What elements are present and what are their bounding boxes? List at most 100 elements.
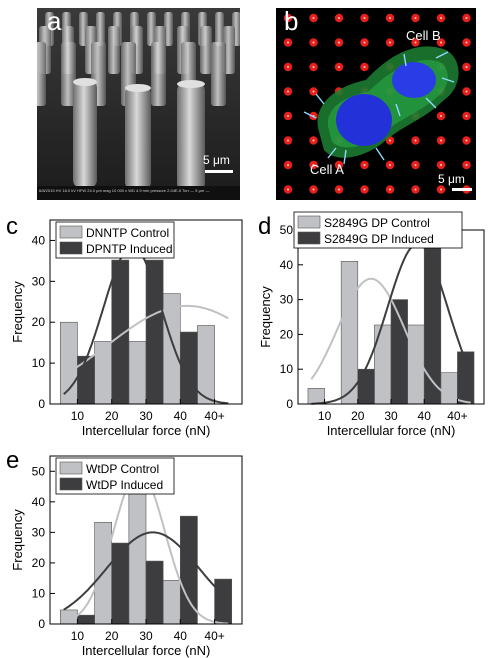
force-arrow — [327, 147, 337, 159]
bar-control — [374, 324, 392, 405]
x-tick-label: 40 — [174, 409, 188, 423]
bar-control — [128, 341, 147, 405]
x-tick-label: 40 — [174, 629, 188, 643]
pillar-dot-center — [440, 164, 442, 166]
pillar-dot-center — [287, 41, 289, 44]
fit-curve — [311, 242, 472, 405]
x-tick-label: 40+ — [204, 409, 224, 423]
bar-control — [307, 388, 325, 405]
force-arrow — [315, 93, 325, 105]
pillar-dot-center — [389, 139, 391, 142]
panel-a-info-bar: 6/8/2015 HV 18.0 kV HFW 24.0 μm mag 10 0… — [39, 188, 210, 193]
panel-a-scale-bar — [205, 170, 233, 173]
force-arrow — [395, 103, 401, 117]
panel-a-letter: a — [47, 8, 62, 36]
legend-label: WtDP Control — [86, 462, 159, 476]
panel-a-sem-image: a 5 μm 6/8/2015 HV 18.0 kV HFW 24.0 μm m… — [37, 8, 240, 200]
pillar-dot-center — [440, 17, 442, 19]
legend-label: S2849G DP Control — [324, 216, 430, 230]
y-tick-label: 10 — [32, 356, 46, 370]
sem-pillar — [108, 26, 120, 74]
force-arrow — [403, 53, 407, 67]
x-tick-label: 10 — [318, 409, 332, 423]
pillar-dot-center — [465, 90, 468, 93]
fluorescence-canvas — [283, 13, 471, 194]
pillar-dot-center — [287, 66, 289, 68]
legend-swatch — [59, 477, 83, 491]
legend-label: DNNTP Control — [86, 226, 169, 240]
panel-letter: c — [6, 213, 18, 240]
panel-letter: e — [6, 448, 19, 474]
x-tick-label: 40+ — [447, 409, 467, 423]
panel-b-fluorescence-image: b Cell B Cell A 5 μm — [276, 8, 476, 200]
x-axis-label: Intercellular force (nN) — [82, 643, 211, 658]
y-tick-label: 40 — [32, 495, 46, 509]
pillar-dot-center — [414, 188, 417, 191]
pillar-dot-center — [389, 188, 391, 191]
pillar-dot-center — [312, 139, 315, 142]
sem-pillar — [147, 12, 156, 46]
pillar-rows — [37, 12, 240, 106]
sem-pillar — [96, 12, 105, 46]
nucleus-cell-b — [392, 62, 436, 98]
y-tick-label: 20 — [32, 315, 46, 329]
force-arrow — [435, 51, 449, 59]
legend-swatch — [59, 461, 83, 475]
pillar-dot-center — [389, 41, 391, 44]
y-tick-label: 0 — [38, 617, 45, 631]
cell-a-label: Cell A — [310, 162, 344, 177]
pillar-dot-center — [465, 41, 468, 44]
bar-induced — [357, 368, 375, 405]
pillar-dot-center — [287, 115, 289, 117]
pillar-dot-center — [363, 188, 366, 191]
pillar-dot-center — [312, 188, 315, 191]
pillar-dot-center — [465, 115, 468, 117]
y-tick-label: 40 — [280, 258, 294, 272]
x-tick-label: 30 — [139, 409, 153, 423]
y-tick-label: 10 — [280, 362, 294, 376]
bar-induced — [145, 560, 164, 625]
bar-control — [162, 580, 181, 625]
bar-induced — [77, 355, 95, 405]
sem-pillar — [164, 12, 173, 46]
x-axis-label: Intercellular force (nN) — [82, 423, 211, 438]
force-arrow — [303, 111, 317, 119]
pillar-dot-center — [312, 66, 315, 68]
pillar-dot-center — [363, 66, 366, 68]
sem-pillar — [215, 12, 224, 46]
pillar-dot-center — [389, 164, 391, 166]
chart-panel-c: c 0 10 20 30 40 10 20 30 40 40+Intercellular force… — [6, 213, 243, 438]
x-tick-label: 40+ — [204, 629, 224, 643]
y-axis-label: Frequency — [10, 281, 25, 343]
panel-letter: d — [258, 213, 271, 240]
pillar-dot-center — [465, 164, 468, 166]
legend-box — [293, 211, 463, 249]
pillar-dot-center — [440, 188, 442, 191]
y-tick-label: 0 — [38, 397, 45, 411]
x-tick-label: 30 — [384, 409, 398, 423]
pillar-dot-center — [414, 17, 417, 19]
nucleus-cell-a — [336, 94, 392, 146]
pillar-dot-center — [440, 41, 442, 44]
bar-induced — [214, 578, 233, 625]
bar-control — [128, 478, 147, 625]
sem-pillar — [37, 42, 46, 106]
pillar-dot-center — [363, 41, 366, 44]
pillar-dot-center — [338, 17, 340, 19]
pillar-dot-center — [465, 66, 468, 68]
bar-control — [94, 341, 113, 405]
pillar-dot-center — [287, 139, 289, 142]
sem-pillar — [200, 26, 212, 74]
y-tick-label: 40 — [32, 233, 46, 247]
pillar-dot-center — [465, 17, 468, 19]
force-arrow — [375, 147, 385, 161]
pillar-dot-center — [287, 164, 289, 166]
sem-pillars — [37, 8, 240, 200]
panel-b-scale-label: 5 μm — [438, 172, 465, 186]
bar-induced — [145, 259, 164, 405]
pillar-dot-center — [287, 188, 289, 191]
y-tick-label: 20 — [280, 327, 294, 341]
pillar-dot-center — [287, 17, 289, 19]
pillar-dot-center — [312, 164, 315, 166]
y-tick-label: 30 — [280, 293, 294, 307]
